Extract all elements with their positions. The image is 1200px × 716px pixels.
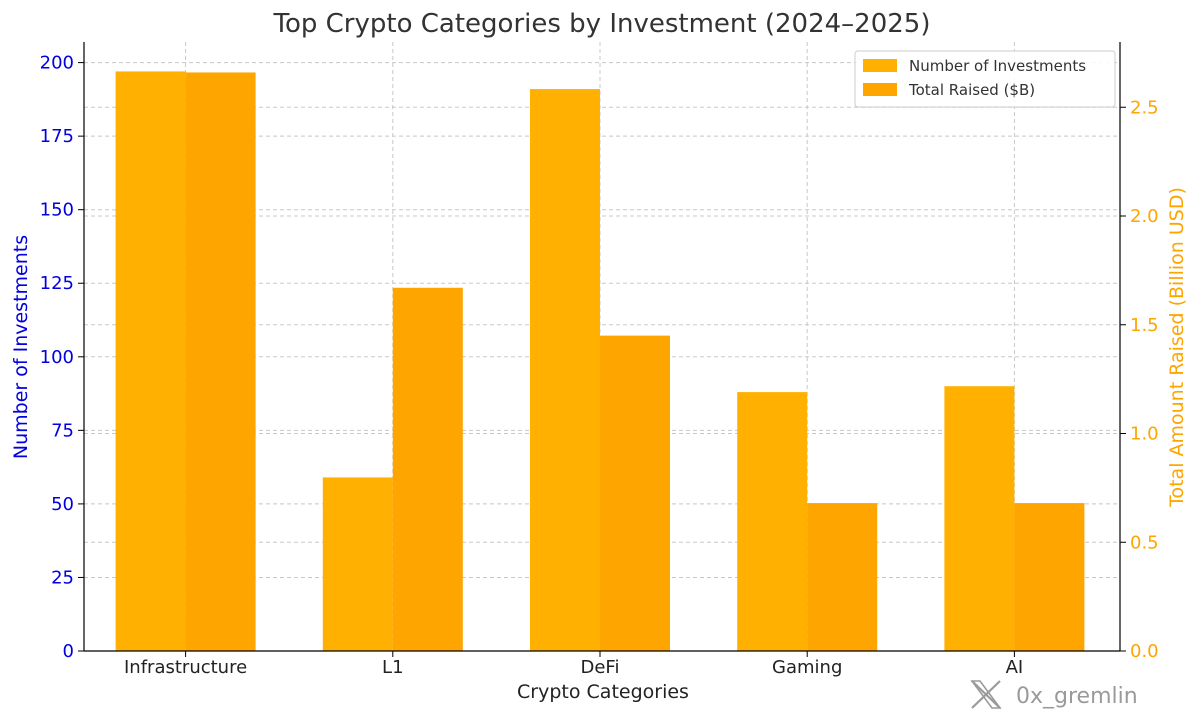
- legend-swatch-number-of-investments: [863, 59, 897, 72]
- y-axis-label-left: Number of Investments: [10, 235, 32, 459]
- x-tick-label-infrastructure: Infrastructure: [124, 657, 247, 678]
- x-tick-label-gaming: Gaming: [772, 657, 842, 678]
- bar-investments-infrastructure: [115, 71, 186, 651]
- right-tick-label: 1.0: [1130, 424, 1159, 445]
- left-tick-label: 50: [51, 494, 74, 515]
- watermark: 0x_gremlin: [970, 680, 1138, 709]
- x-logo-icon: [970, 680, 1002, 709]
- right-tick-label: 0.5: [1130, 532, 1159, 553]
- legend-swatch-total-raised: [863, 83, 897, 96]
- y-axis-label-right: Total Amount Raised (Billion USD): [1166, 187, 1188, 508]
- left-tick-label: 150: [40, 200, 74, 221]
- left-tick-label: 75: [51, 420, 74, 441]
- bar-raised-gaming: [807, 503, 878, 651]
- bar-raised-ai: [1014, 503, 1085, 651]
- legend: Number of Investments Total Raised ($B): [854, 50, 1116, 108]
- left-tick-label: 125: [40, 273, 74, 294]
- legend-label-total-raised: Total Raised ($B): [908, 81, 1035, 99]
- bars: [115, 71, 1085, 652]
- chart-title: Top Crypto Categories by Investment (202…: [273, 9, 931, 39]
- right-axis-ticks: 0.0 0.5 1.0 1.5 2.0 2.5: [1120, 97, 1159, 662]
- left-tick-label: 200: [40, 53, 74, 74]
- bar-investments-ai: [944, 386, 1015, 651]
- legend-label-number-of-investments: Number of Investments: [909, 57, 1086, 75]
- bar-investments-l1: [322, 477, 393, 651]
- left-tick-label: 175: [40, 126, 74, 147]
- legend-box: [854, 50, 1116, 108]
- left-tick-label: 0: [63, 641, 74, 662]
- watermark-handle: 0x_gremlin: [1016, 684, 1138, 709]
- left-tick-label: 25: [51, 567, 74, 588]
- right-tick-label: 2.0: [1130, 206, 1159, 227]
- x-axis-label: Crypto Categories: [517, 681, 689, 703]
- bar-raised-defi: [600, 335, 670, 651]
- left-tick-label: 100: [40, 347, 74, 368]
- right-tick-label: 2.5: [1130, 97, 1159, 118]
- right-tick-label: 0.0: [1130, 641, 1159, 662]
- bar-investments-defi: [530, 89, 600, 652]
- bar-raised-infrastructure: [185, 72, 256, 651]
- bar-raised-l1: [392, 287, 463, 651]
- x-tick-label-ai: AI: [1006, 657, 1024, 678]
- left-axis-ticks: 0 25 50 75 100 125 150 175 200: [40, 53, 84, 662]
- x-tick-label-l1: L1: [382, 657, 403, 678]
- x-tick-label-defi: DeFi: [581, 657, 620, 678]
- bar-investments-gaming: [737, 392, 808, 651]
- x-axis-ticks: Infrastructure L1 DeFi Gaming AI: [124, 651, 1023, 678]
- right-tick-label: 1.5: [1130, 315, 1159, 336]
